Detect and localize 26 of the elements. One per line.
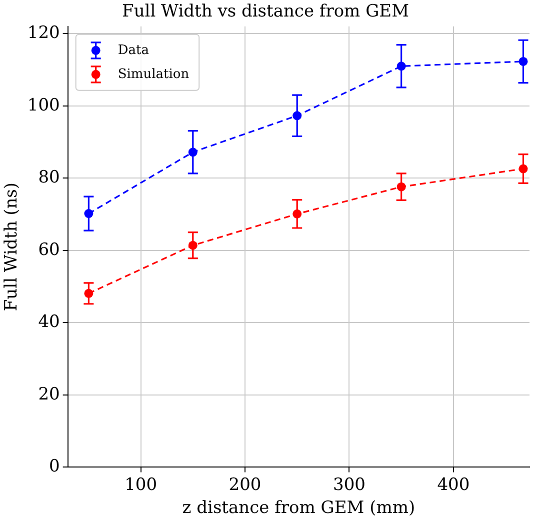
x-tick-label: 400 <box>437 474 470 495</box>
y-tick-label: 40 <box>38 312 60 332</box>
y-tick-label: 80 <box>38 168 60 188</box>
chart-title: Full Width vs distance from GEM <box>122 2 409 22</box>
legend-label: Simulation <box>118 66 190 82</box>
point <box>84 288 94 298</box>
point <box>292 111 302 120</box>
point <box>188 240 198 250</box>
point <box>396 182 406 192</box>
x-axis-title: z distance from GEM (mm) <box>182 498 416 518</box>
point <box>84 209 94 218</box>
y-tick-label: 60 <box>38 240 60 260</box>
y-tick-label: 0 <box>49 456 60 477</box>
point <box>188 148 198 157</box>
x-tick-label: 100 <box>124 474 158 495</box>
x-tick-label: 300 <box>332 474 366 495</box>
y-tick-label: 120 <box>27 23 60 44</box>
point <box>396 62 406 71</box>
legend-label: Data <box>118 42 150 58</box>
point <box>518 56 528 66</box>
y-tick-label: 100 <box>27 95 60 116</box>
x-tick-label: 200 <box>228 474 262 495</box>
point <box>292 209 302 218</box>
y-tick-label: 20 <box>38 384 60 404</box>
point <box>518 164 528 174</box>
y-axis-title: Full Width (ns) <box>2 182 22 312</box>
